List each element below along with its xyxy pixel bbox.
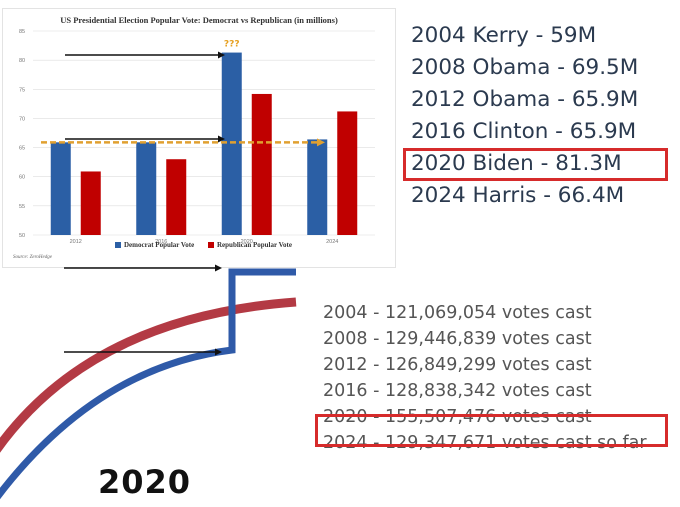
- y-tick-label: 65: [19, 146, 25, 152]
- question-marks-annotation: ???: [224, 40, 240, 50]
- legend-republican: Republican Popular Vote: [208, 241, 292, 249]
- y-tick-label: 55: [19, 204, 25, 210]
- votes-highlight-box: [315, 414, 668, 447]
- vote-curves-illustration: [0, 264, 297, 500]
- totals-item: 2004 Kerry - 59M: [411, 23, 597, 48]
- votes-cast-list: 2004 - 121,069,054 votes cast 2008 - 129…: [323, 300, 647, 456]
- curve-year-caption: 2020: [98, 463, 192, 501]
- y-tick-label: 80: [19, 58, 25, 64]
- y-tick-label: 85: [19, 29, 25, 35]
- legend-democrat-label: Democrat Popular Vote: [124, 241, 195, 249]
- totals-item: 2016 Clinton - 65.9M: [411, 119, 637, 144]
- legend-republican-swatch: [208, 241, 214, 248]
- x-tick-label: 2016: [155, 239, 167, 245]
- republican-bar: [337, 111, 358, 235]
- votes-cast-item: 2016 - 128,838,342 votes cast: [323, 381, 592, 401]
- bar-chart-panel: 50 55 60 65 70 75 80 85 2012 2016 2020 2024??? US P…: [2, 8, 396, 268]
- votes-cast-item: 2004 - 121,069,054 votes cast: [323, 303, 592, 323]
- y-tick-label: 60: [19, 175, 25, 181]
- legend-democrat-swatch: [115, 241, 121, 248]
- democrat-bar: [221, 52, 242, 235]
- legend-republican-label: Republican Popular Vote: [217, 241, 292, 249]
- x-tick-label: 2020: [241, 239, 253, 245]
- chart-legend: Democrat Popular Vote Republican Popular…: [115, 241, 304, 249]
- y-tick-label: 75: [19, 87, 25, 93]
- y-tick-label: 50: [19, 233, 25, 239]
- democrat-curve: [0, 268, 296, 500]
- x-tick-label: 2024: [326, 239, 338, 245]
- votes-cast-item: 2012 - 126,849,299 votes cast: [323, 355, 592, 375]
- democrat-bar: [136, 142, 157, 235]
- republican-bar: [166, 159, 187, 235]
- pointer-arrow-head: [215, 348, 222, 356]
- democrat-bar: [307, 139, 328, 235]
- republican-curve: [0, 297, 297, 453]
- votes-cast-item: 2008 - 129,446,839 votes cast: [323, 329, 592, 349]
- pointer-arrow-head: [215, 264, 222, 272]
- totals-item: 2024 Harris - 66.4M: [411, 183, 625, 208]
- pointer-arrow-head: [218, 51, 225, 59]
- chart-source: Source: ZeroHedge: [13, 255, 52, 260]
- x-tick-label: 2012: [70, 239, 82, 245]
- republican-bar: [80, 171, 101, 235]
- votes-cast-item: 2024 - 129,347,671 votes cast so far: [323, 433, 647, 453]
- y-tick-label: 70: [19, 116, 25, 122]
- republican-bar: [251, 93, 272, 235]
- legend-democrat: Democrat Popular Vote: [115, 241, 194, 249]
- chart-title: US Presidential Election Popular Vote: D…: [60, 15, 338, 25]
- popular-vote-totals-list: 2004 Kerry - 59M 2008 Obama - 69.5M 2012…: [411, 20, 638, 212]
- totals-item-highlighted: 2020 Biden - 81.3M: [411, 151, 622, 176]
- totals-item: 2008 Obama - 69.5M: [411, 55, 639, 80]
- reference-line-arrowhead: [317, 138, 325, 147]
- votes-cast-item-highlighted: 2020 - 155,507,476 votes cast: [323, 407, 592, 427]
- pointer-arrow-head: [218, 135, 225, 143]
- totals-highlight-box: [403, 148, 668, 181]
- democrat-bar: [50, 142, 71, 235]
- bar-chart: 50 55 60 65 70 75 80 85 2012 2016 2020 2024???: [19, 29, 375, 245]
- totals-item: 2012 Obama - 65.9M: [411, 87, 639, 112]
